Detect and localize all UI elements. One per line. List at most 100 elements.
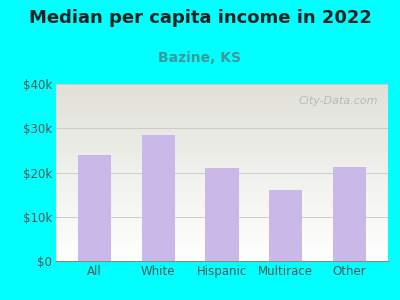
Bar [142,135,175,261]
Bar [56,247,388,249]
Bar [56,132,388,134]
Bar [56,197,388,199]
Bar [56,218,388,220]
Bar [56,169,388,171]
Bar [56,242,388,243]
Bar [56,137,388,139]
Bar [56,127,388,128]
Bar [333,167,366,261]
Bar [56,240,388,242]
Bar [56,215,388,217]
Bar [56,185,388,187]
Bar [56,123,388,125]
Bar [56,256,388,257]
Bar [56,235,388,236]
Bar [56,224,388,226]
Bar [56,199,388,201]
Bar [56,245,388,247]
Bar [56,116,388,118]
Bar [56,100,388,102]
Bar [56,86,388,88]
Bar [56,165,388,167]
Bar [56,174,388,176]
Bar [56,217,388,218]
Bar [56,148,388,149]
Bar [56,229,388,231]
Bar [56,91,388,93]
Bar [56,110,388,112]
Bar [206,168,238,261]
Bar [56,183,388,185]
Bar [56,141,388,142]
Bar [56,149,388,151]
Bar [56,130,388,132]
Bar [56,112,388,114]
Bar [56,254,388,256]
Bar [56,121,388,123]
Bar [56,204,388,206]
Bar [56,160,388,162]
Bar [56,125,388,127]
Bar [56,153,388,155]
Bar [56,162,388,164]
Bar [56,119,388,121]
Bar [56,243,388,245]
Bar [56,222,388,224]
Bar [56,249,388,250]
Bar [56,118,388,119]
Bar [56,181,388,183]
Bar [56,114,388,116]
Bar [56,226,388,227]
Bar [56,202,388,204]
Text: Median per capita income in 2022: Median per capita income in 2022 [28,9,372,27]
Bar [56,171,388,172]
Bar [56,103,388,105]
Bar [56,208,388,210]
Bar [56,135,388,137]
Bar [56,238,388,240]
Bar [56,93,388,94]
Bar [56,142,388,144]
Bar [56,151,388,153]
Bar [56,178,388,180]
Bar [56,146,388,148]
Bar [56,252,388,254]
Bar [56,158,388,160]
Bar [56,259,388,261]
Bar [56,102,388,103]
Bar [56,105,388,107]
Bar [56,201,388,203]
Bar [78,155,111,261]
Bar [56,84,388,86]
Bar [56,231,388,233]
Text: Bazine, KS: Bazine, KS [158,51,242,65]
Bar [56,98,388,100]
Bar [56,192,388,194]
Bar [56,190,388,192]
Bar [56,96,388,98]
Bar [56,88,388,89]
Bar [56,194,388,196]
Bar [56,89,388,91]
Bar [56,206,388,208]
Bar [56,155,388,157]
Bar [56,176,388,178]
Bar [269,190,302,261]
Bar [56,167,388,169]
Bar [56,134,388,135]
Bar [56,107,388,109]
Bar [56,257,388,259]
Bar [56,210,388,212]
Bar [56,109,388,110]
Bar [56,233,388,235]
Bar [56,128,388,130]
Bar [56,172,388,174]
Bar [56,212,388,213]
Bar [56,139,388,141]
Bar [56,187,388,188]
Bar [56,196,388,197]
Bar [56,213,388,215]
Bar [56,236,388,238]
Bar [56,144,388,146]
Bar [56,188,388,190]
